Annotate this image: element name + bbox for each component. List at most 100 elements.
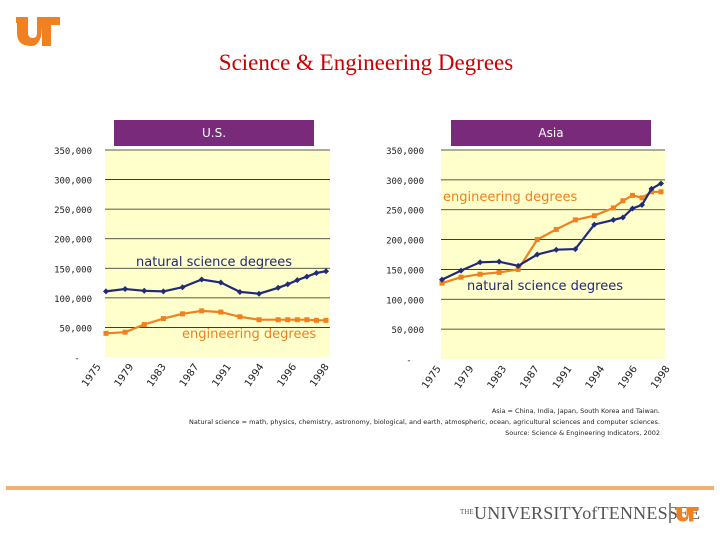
x-tick-label: 1987 — [178, 362, 202, 389]
data-point — [294, 317, 300, 323]
x-tick-label: 1991 — [551, 364, 575, 391]
data-point — [496, 258, 503, 265]
y-tick-label: 200,000 — [54, 236, 92, 246]
data-point — [304, 317, 310, 323]
footnotes: Asia = China, India, Japan, South Korea … — [40, 406, 660, 439]
y-tick-label: - — [406, 356, 411, 366]
data-point — [285, 317, 291, 323]
series-label: engineering degrees — [443, 190, 577, 205]
data-point — [629, 192, 635, 198]
data-point — [591, 221, 598, 228]
data-point — [141, 287, 148, 294]
data-point — [439, 280, 445, 286]
x-tick-label: 1998 — [649, 364, 673, 391]
data-point — [572, 246, 579, 253]
chart-title: Asia — [538, 126, 563, 140]
ut-logo-icon — [16, 17, 60, 46]
data-point — [256, 290, 263, 297]
x-tick-label: 1996 — [276, 362, 300, 389]
data-point — [439, 276, 445, 283]
x-tick-label: 1979 — [113, 362, 137, 389]
wordmark-the: THE — [460, 508, 474, 516]
data-point — [496, 269, 502, 275]
data-point — [477, 259, 484, 266]
ut-logo-small-icon — [676, 507, 698, 522]
data-point — [323, 317, 329, 323]
x-tick-label: 1994 — [243, 362, 267, 389]
plot-area — [441, 150, 665, 359]
series-label: natural science degrees — [467, 279, 623, 294]
data-point — [122, 329, 128, 335]
data-point — [103, 330, 109, 336]
y-tick-label: 50,000 — [59, 324, 92, 334]
wordmark-name: UNIVERSITYofTENNESSEE — [474, 503, 701, 523]
data-point — [658, 180, 664, 187]
data-point — [591, 213, 597, 219]
x-tick-label: 1996 — [616, 364, 640, 391]
data-point — [458, 267, 465, 274]
x-tick-label: 1987 — [518, 364, 542, 391]
data-point — [534, 251, 541, 258]
data-point — [256, 317, 262, 323]
data-point — [236, 288, 243, 295]
x-tick-label: 1979 — [453, 364, 477, 391]
data-point — [610, 216, 617, 223]
y-tick-label: 150,000 — [54, 265, 92, 275]
y-tick-label: 100,000 — [386, 296, 424, 306]
data-point — [658, 189, 664, 195]
footer-divider — [6, 486, 714, 490]
data-point — [553, 226, 559, 232]
data-point — [323, 268, 329, 275]
footnote-source: Source: Science & Engineering Indicators… — [505, 429, 660, 437]
y-tick-label: 300,000 — [386, 177, 424, 187]
y-tick-label: 350,000 — [54, 147, 92, 157]
x-tick-label: 1983 — [145, 362, 169, 389]
data-point — [303, 273, 310, 280]
data-point — [648, 185, 655, 192]
wordmark-divider — [669, 503, 671, 523]
x-tick-label: 1994 — [584, 364, 608, 391]
data-point — [160, 288, 167, 295]
data-point — [610, 205, 616, 211]
chart-tab — [451, 120, 651, 146]
y-tick-label: 150,000 — [386, 266, 424, 276]
data-point — [275, 284, 282, 291]
data-point — [294, 277, 301, 284]
data-point — [122, 285, 129, 292]
data-point — [629, 205, 636, 212]
y-tick-label: 350,000 — [386, 147, 424, 157]
data-point — [515, 266, 521, 272]
data-point — [284, 281, 291, 288]
university-wordmark: THE UNIVERSITYofTENNESSEE — [460, 503, 700, 525]
data-point — [534, 237, 540, 243]
y-tick-label: 100,000 — [54, 295, 92, 305]
data-point — [553, 246, 560, 253]
data-point — [275, 317, 281, 323]
x-tick-label: 1975 — [80, 362, 104, 389]
data-point — [620, 198, 626, 204]
chart-tab — [114, 120, 314, 146]
series-label: natural science degrees — [136, 255, 292, 270]
data-point — [180, 311, 186, 317]
data-point — [103, 288, 109, 295]
x-tick-label: 1983 — [486, 364, 510, 391]
data-point — [218, 309, 224, 315]
data-point — [199, 308, 205, 314]
footnote-asia: Asia = China, India, Japan, South Korea … — [491, 407, 660, 415]
y-tick-label: 300,000 — [54, 177, 92, 187]
data-point — [198, 276, 205, 283]
data-point — [313, 270, 320, 277]
data-point — [313, 317, 319, 323]
y-tick-label: 250,000 — [386, 207, 424, 217]
data-point — [141, 321, 147, 327]
y-tick-label: 250,000 — [54, 206, 92, 216]
footnote-natural-science: Natural science = math, physics, chemist… — [189, 418, 660, 426]
chart-asia: Asia - 50,000 100,000 150,000 200,000 250,000 3… — [386, 120, 673, 391]
data-point — [458, 274, 464, 280]
data-point — [572, 217, 578, 223]
chart-us: U.S. - 50,000 100,000 150,000 200,000 250,000 3… — [54, 120, 332, 389]
y-tick-label: - — [74, 354, 79, 364]
data-point — [515, 262, 522, 269]
data-point — [217, 279, 224, 286]
